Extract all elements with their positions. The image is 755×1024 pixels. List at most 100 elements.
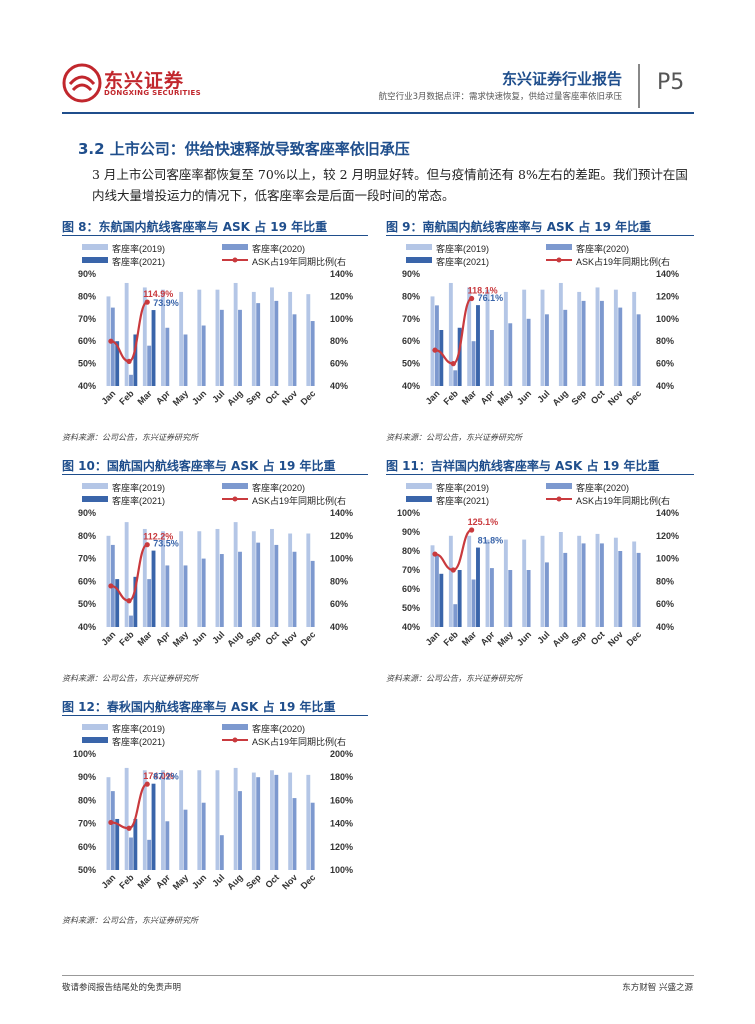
bar xyxy=(453,370,458,386)
bar xyxy=(183,565,188,627)
data-label-load-factor: 81.8% xyxy=(478,536,504,546)
figure-12-caption: 图 12：春秋国内航线客座率与 ASK 占 19 年比重 xyxy=(62,700,336,714)
legend-swatch xyxy=(406,496,432,502)
figure-12-rule xyxy=(62,715,368,716)
bar xyxy=(183,809,188,870)
bar xyxy=(270,770,274,870)
bar xyxy=(558,282,563,386)
bar xyxy=(201,558,206,627)
x-tick-label: Nov xyxy=(280,388,299,407)
y-tick-label: 70% xyxy=(402,314,420,324)
x-tick-label: Dec xyxy=(299,629,318,648)
legend-label: 客座率(2020) xyxy=(576,243,629,254)
y2-tick-label: 140% xyxy=(330,819,353,829)
ask-point xyxy=(144,542,150,548)
bar xyxy=(124,767,129,870)
y-tick-label: 80% xyxy=(78,291,96,301)
y-tick-label: 100% xyxy=(397,508,420,518)
bar xyxy=(142,770,147,870)
y2-tick-label: 80% xyxy=(330,336,348,346)
figure-8-source: 资料来源：公司公告，东兴证券研究所 xyxy=(62,433,198,442)
data-label-ask: 174.0% xyxy=(143,771,174,781)
bar xyxy=(151,550,156,627)
x-tick-label: May xyxy=(171,629,190,648)
x-tick-label: Jun xyxy=(190,872,208,890)
bar xyxy=(133,818,138,870)
footer-disclaimer: 敬请参阅报告结尾处的免责声明 xyxy=(62,983,182,993)
bar xyxy=(467,287,472,386)
x-tick-label: Apr xyxy=(479,388,497,406)
bar xyxy=(439,330,444,386)
y-tick-label: 80% xyxy=(402,546,420,556)
bar xyxy=(526,318,531,386)
bar xyxy=(147,839,152,870)
bar xyxy=(215,770,220,870)
y2-tick-label: 120% xyxy=(330,291,353,301)
chart-fig-12: 客座率(2019) 客座率(2020) 客座率(2021) ASK占19年同期比例(右… xyxy=(73,723,353,892)
legend-marker xyxy=(556,496,562,502)
legend-marker xyxy=(232,496,238,502)
y-tick-label: 60% xyxy=(78,842,96,852)
y-tick-label: 90% xyxy=(402,269,420,279)
y-tick-label: 40% xyxy=(402,622,420,632)
bar xyxy=(115,341,120,386)
bar xyxy=(503,291,508,386)
bar xyxy=(632,291,637,386)
y2-tick-label: 60% xyxy=(330,359,348,369)
bar xyxy=(636,314,641,386)
legend-label: 客座率(2021) xyxy=(436,495,489,506)
legend-swatch xyxy=(546,244,572,250)
x-tick-label: Feb xyxy=(117,629,136,648)
figure-11-source: 资料来源：公司公告，东兴证券研究所 xyxy=(386,674,522,683)
x-tick-label: Dec xyxy=(299,872,318,891)
legend-label: 客座率(2019) xyxy=(436,243,489,254)
report-subtitle: 航空行业3月数据点评：需求快速恢复，供给过量客座率依旧承压 xyxy=(378,92,622,102)
data-label-ask: 112.2% xyxy=(143,532,173,542)
bar xyxy=(636,552,641,627)
y2-tick-label: 100% xyxy=(330,865,353,875)
y2-tick-label: 100% xyxy=(656,314,679,324)
bar xyxy=(563,309,568,386)
x-tick-label: Jul xyxy=(210,388,226,404)
x-tick-label: Apr xyxy=(154,872,172,890)
bar xyxy=(201,802,206,870)
ask-point xyxy=(126,598,132,604)
figure-11-rule xyxy=(386,474,694,475)
bar xyxy=(599,300,604,386)
data-label-ask: 125.1% xyxy=(468,517,499,527)
legend-label: 客座率(2019) xyxy=(112,723,165,734)
figure-9-source: 资料来源：公司公告，东兴证券研究所 xyxy=(386,433,522,442)
bar xyxy=(453,604,458,627)
y2-tick-label: 180% xyxy=(330,772,353,782)
bar xyxy=(238,309,242,386)
bar xyxy=(179,291,184,386)
y-tick-label: 50% xyxy=(78,359,96,369)
chart-fig-11: 客座率(2019) 客座率(2020) 客座率(2021) ASK占19年同期比例(右… xyxy=(397,482,679,649)
bar xyxy=(219,835,224,870)
x-tick-label: Mar xyxy=(135,629,154,648)
section-paragraph: 3 月上市公司客座率都恢复至 70%以上，较 2 月明显好转。但与疫情前还有 8… xyxy=(92,167,688,203)
legend-label: 客座率(2021) xyxy=(112,736,165,747)
bar xyxy=(161,770,165,870)
bar xyxy=(508,570,513,627)
legend-label: ASK占19年同期比例(右 xyxy=(252,256,346,267)
header-divider xyxy=(638,64,640,108)
bar xyxy=(165,327,170,386)
legend-label: 客座率(2019) xyxy=(112,482,165,493)
bar xyxy=(595,287,600,386)
bar xyxy=(288,533,293,627)
x-tick-label: Apr xyxy=(154,629,172,647)
legend-swatch xyxy=(82,724,108,730)
bar xyxy=(219,309,224,386)
legend-label: ASK占19年同期比例(右 xyxy=(576,495,670,506)
y2-tick-label: 60% xyxy=(330,599,348,609)
ask-line xyxy=(434,528,473,572)
y2-tick-label: 120% xyxy=(656,291,679,301)
x-tick-label: Dec xyxy=(624,388,643,407)
bar xyxy=(489,568,494,627)
bar xyxy=(485,289,490,386)
bar xyxy=(526,570,531,627)
x-tick-label: Apr xyxy=(479,629,497,647)
x-tick-label: Oct xyxy=(263,388,281,406)
x-tick-label: Oct xyxy=(263,629,281,647)
